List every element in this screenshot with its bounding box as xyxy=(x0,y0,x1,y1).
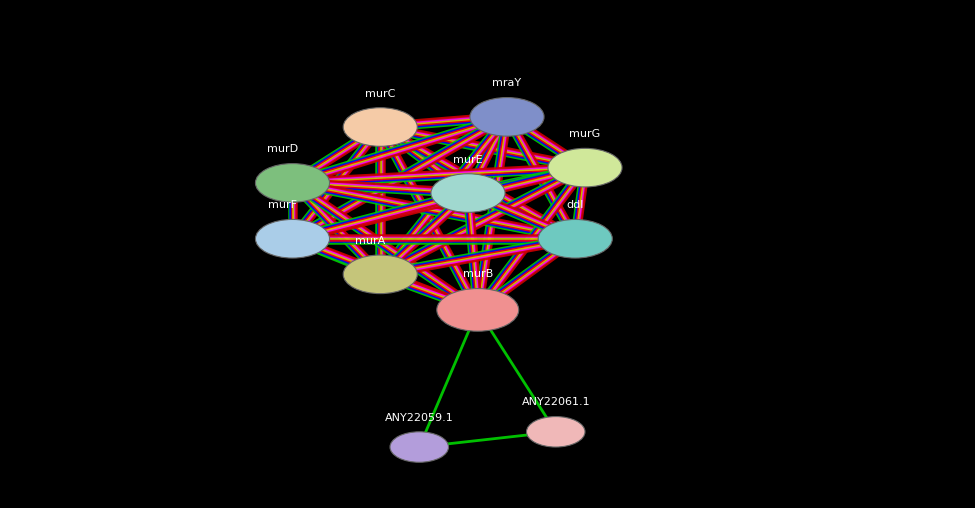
Circle shape xyxy=(255,219,330,258)
Circle shape xyxy=(343,255,417,294)
Text: murA: murA xyxy=(355,236,386,246)
Circle shape xyxy=(526,417,585,447)
Text: ddl: ddl xyxy=(566,200,584,210)
Text: murE: murE xyxy=(453,154,483,165)
Circle shape xyxy=(470,98,544,136)
Text: murB: murB xyxy=(462,269,493,279)
Text: murF: murF xyxy=(268,200,297,210)
Circle shape xyxy=(343,108,417,146)
Circle shape xyxy=(390,432,448,462)
Text: mraY: mraY xyxy=(492,78,522,88)
Circle shape xyxy=(431,174,505,212)
Text: murC: murC xyxy=(365,88,396,99)
Circle shape xyxy=(255,164,330,202)
Text: ANY22059.1: ANY22059.1 xyxy=(385,412,453,423)
Text: ANY22061.1: ANY22061.1 xyxy=(522,397,590,407)
Text: murD: murD xyxy=(267,144,298,154)
Circle shape xyxy=(437,289,519,331)
Circle shape xyxy=(548,148,622,187)
Circle shape xyxy=(538,219,612,258)
Text: murG: murG xyxy=(569,129,601,139)
